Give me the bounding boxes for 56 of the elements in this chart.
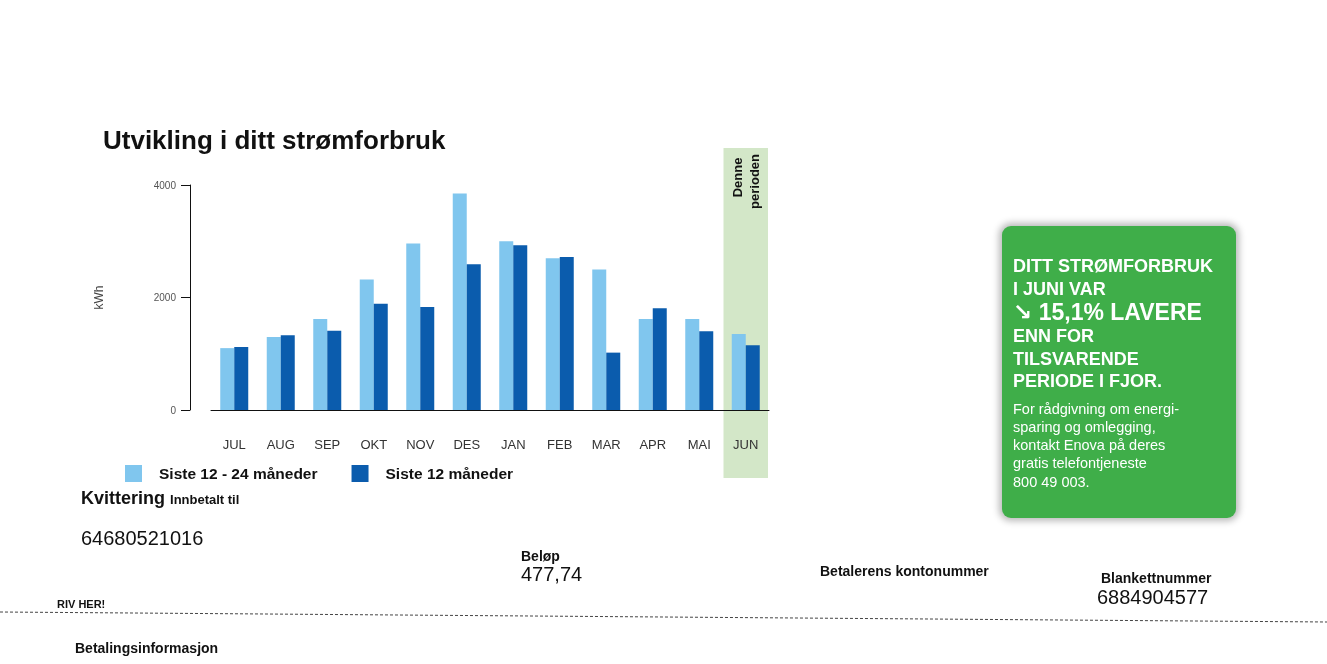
x-tick-label: MAR — [591, 437, 621, 452]
bar — [220, 348, 235, 410]
bar — [313, 318, 328, 410]
bar — [406, 243, 421, 410]
bar — [373, 303, 388, 410]
y-tick-label: 2000 — [153, 292, 177, 303]
bar — [699, 331, 714, 410]
band-label: Denne perioden — [729, 153, 762, 209]
y-tick-label: 4000 — [153, 179, 177, 191]
text: 6884904577 — [1097, 586, 1209, 609]
text: Blankettnummer — [1101, 570, 1212, 586]
bar — [592, 269, 607, 410]
bar — [638, 318, 653, 410]
bar — [266, 336, 281, 410]
text: Kvittering — [81, 488, 166, 508]
bar — [731, 334, 746, 410]
y-axis-title: kWh — [92, 285, 106, 310]
text: RIV HER! — [57, 598, 106, 610]
bar — [745, 345, 760, 410]
text: For rådgivning om energi- sparing og omlegging, kontakt Enova på deres gratis telefontjeneste 800 49 003. — [1013, 399, 1181, 491]
x-tick-label: NOV — [406, 437, 435, 452]
x-tick-label: JUN — [733, 437, 759, 452]
x-tick-label: MAI — [687, 437, 711, 452]
chart-title: Utvikling i ditt strømforbruk — [103, 125, 446, 155]
bar — [559, 257, 574, 410]
bar — [452, 193, 467, 410]
legend-label: Siste 12 - 24 måneder — [159, 465, 318, 482]
x-tick-label: DES — [453, 437, 481, 452]
bar — [545, 258, 560, 410]
text: Beløp — [521, 548, 560, 564]
text: Betalingsinformasjon — [75, 640, 219, 656]
text: Innbetalt til — [170, 492, 240, 507]
bar — [685, 318, 700, 410]
text: 477,74 — [521, 563, 583, 586]
bar — [466, 264, 481, 410]
bar — [359, 279, 374, 410]
bar — [499, 241, 514, 410]
legend-label: Siste 12 måneder — [385, 465, 514, 482]
x-tick-label: JAN — [500, 437, 526, 452]
y-tick-label: 0 — [170, 404, 177, 416]
x-tick-label: SEP — [314, 437, 341, 452]
text: 64680521016 — [81, 527, 204, 550]
bar — [327, 330, 342, 410]
bar — [420, 307, 435, 410]
x-tick-label: APR — [639, 437, 667, 452]
x-tick-label: FEB — [547, 437, 573, 452]
bar — [652, 308, 667, 410]
text: DITT STRØMFORBRUK I JUNI VAR ↘ 15,1% LAVERE ENN FOR TILSVARENDE PERIODE I FJOR. — [1013, 255, 1214, 393]
bar — [606, 352, 621, 410]
bar — [513, 245, 528, 410]
text: Betalerens kontonummer — [820, 563, 989, 579]
x-tick-label: OKT — [360, 437, 388, 452]
bar — [234, 347, 249, 410]
x-tick-label: JUL — [222, 437, 246, 452]
bar — [280, 335, 295, 410]
x-tick-label: AUG — [266, 437, 295, 452]
